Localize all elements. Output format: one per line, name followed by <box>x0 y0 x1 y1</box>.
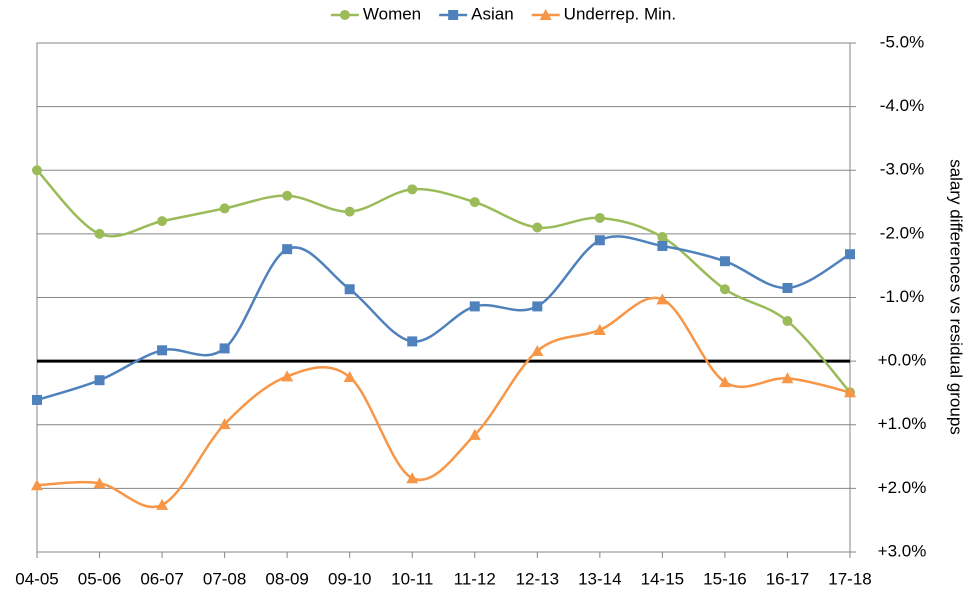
marker <box>781 372 794 384</box>
marker <box>782 316 793 327</box>
y-tick-label: +0.0% <box>878 351 927 370</box>
marker <box>719 284 730 295</box>
marker <box>407 336 418 347</box>
legend-label: Asian <box>471 4 514 23</box>
x-tick-label: 04-05 <box>15 569 58 588</box>
marker <box>94 228 105 239</box>
series-line <box>36 169 851 394</box>
marker <box>94 375 105 386</box>
marker <box>844 386 856 398</box>
marker <box>218 418 231 430</box>
marker <box>657 240 668 251</box>
marker <box>281 370 294 382</box>
x-tick-label: 09-10 <box>328 569 371 588</box>
marker <box>343 371 356 383</box>
y-tick-label: +3.0% <box>878 541 927 560</box>
y-tick-label: -4.0% <box>880 96 924 115</box>
marker <box>282 244 293 255</box>
marker <box>539 9 552 20</box>
marker <box>719 256 730 267</box>
marker <box>93 477 106 489</box>
y-tick-label: -1.0% <box>880 287 924 306</box>
marker <box>282 190 293 201</box>
marker <box>718 376 731 388</box>
marker <box>31 479 43 491</box>
marker <box>594 212 605 223</box>
x-tick-label: 10-11 <box>391 569 433 588</box>
x-tick-label: 11-12 <box>454 569 496 588</box>
marker <box>531 344 544 356</box>
x-tick-label: 07-08 <box>203 569 246 588</box>
marker <box>469 197 480 208</box>
series-line <box>36 296 851 509</box>
x-tick-label: 08-09 <box>265 569 308 588</box>
y-tick-label: -3.0% <box>880 160 924 179</box>
legend-label: Underrep. Min. <box>564 4 676 23</box>
marker <box>219 203 230 214</box>
marker <box>657 232 668 243</box>
marker <box>344 284 355 295</box>
marker <box>32 165 42 176</box>
x-tick-label: 17-18 <box>828 569 871 588</box>
x-tick-label: 06-07 <box>140 569 183 588</box>
marker <box>593 323 606 335</box>
marker <box>344 206 355 217</box>
x-tick-label: 14-15 <box>641 569 684 588</box>
y-axis-title: salary differences vs residual groups <box>947 159 966 435</box>
series-line <box>36 235 851 402</box>
marker <box>469 301 480 312</box>
y-tick-label: +1.0% <box>878 414 927 433</box>
marker <box>532 301 543 312</box>
marker <box>594 235 605 246</box>
marker <box>532 222 543 233</box>
y-tick-label: -2.0% <box>880 223 924 242</box>
marker <box>157 345 168 356</box>
marker <box>339 10 350 20</box>
marker <box>468 428 481 440</box>
y-tick-label: -5.0% <box>880 32 924 51</box>
marker <box>157 216 168 227</box>
marker <box>782 282 793 293</box>
x-tick-label: 05-06 <box>78 569 121 588</box>
marker <box>845 249 855 260</box>
marker <box>32 394 42 405</box>
marker <box>156 498 169 510</box>
marker <box>406 472 419 484</box>
marker <box>219 343 230 354</box>
x-tick-label: 16-17 <box>766 569 809 588</box>
x-tick-label: 12-13 <box>516 569 559 588</box>
y-tick-label: +2.0% <box>878 478 927 497</box>
x-tick-label: 15-16 <box>703 569 746 588</box>
x-tick-label: 13-14 <box>578 569 621 588</box>
marker <box>656 293 669 305</box>
marker <box>448 10 459 20</box>
marker <box>407 184 418 195</box>
legend-label: Women <box>363 4 421 23</box>
